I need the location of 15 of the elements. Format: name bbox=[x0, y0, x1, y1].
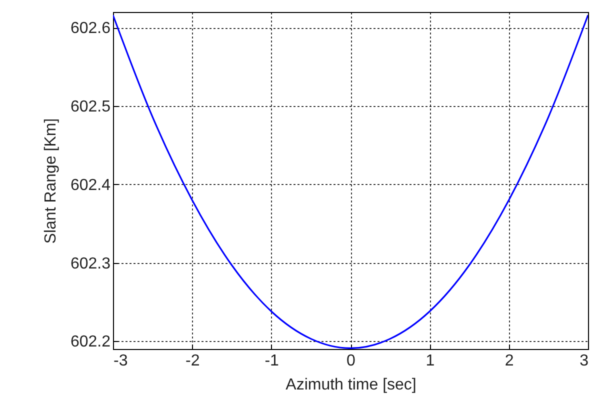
y-tick-label: 602.2 bbox=[70, 334, 111, 351]
x-tick-label: -2 bbox=[186, 352, 200, 370]
x-tick-label: 3 bbox=[580, 352, 589, 370]
x-tick-label: 0 bbox=[346, 352, 356, 370]
y-tick-label: 602.4 bbox=[70, 176, 111, 194]
line-series bbox=[113, 14, 588, 349]
x-tick-label: -1 bbox=[264, 352, 280, 370]
x-tick-label: 1 bbox=[426, 352, 435, 370]
x-tick-label: -3 bbox=[114, 352, 128, 370]
y-tick-label: 602.3 bbox=[70, 255, 111, 272]
y-tick-label: 602.5 bbox=[70, 98, 111, 116]
x-axis-title: Azimuth time [sec] bbox=[286, 376, 416, 394]
x-tick-label: 2 bbox=[504, 352, 514, 370]
y-axis-title: Slant Range [Km] bbox=[42, 118, 60, 244]
y-tick-label: 602.6 bbox=[70, 20, 111, 38]
